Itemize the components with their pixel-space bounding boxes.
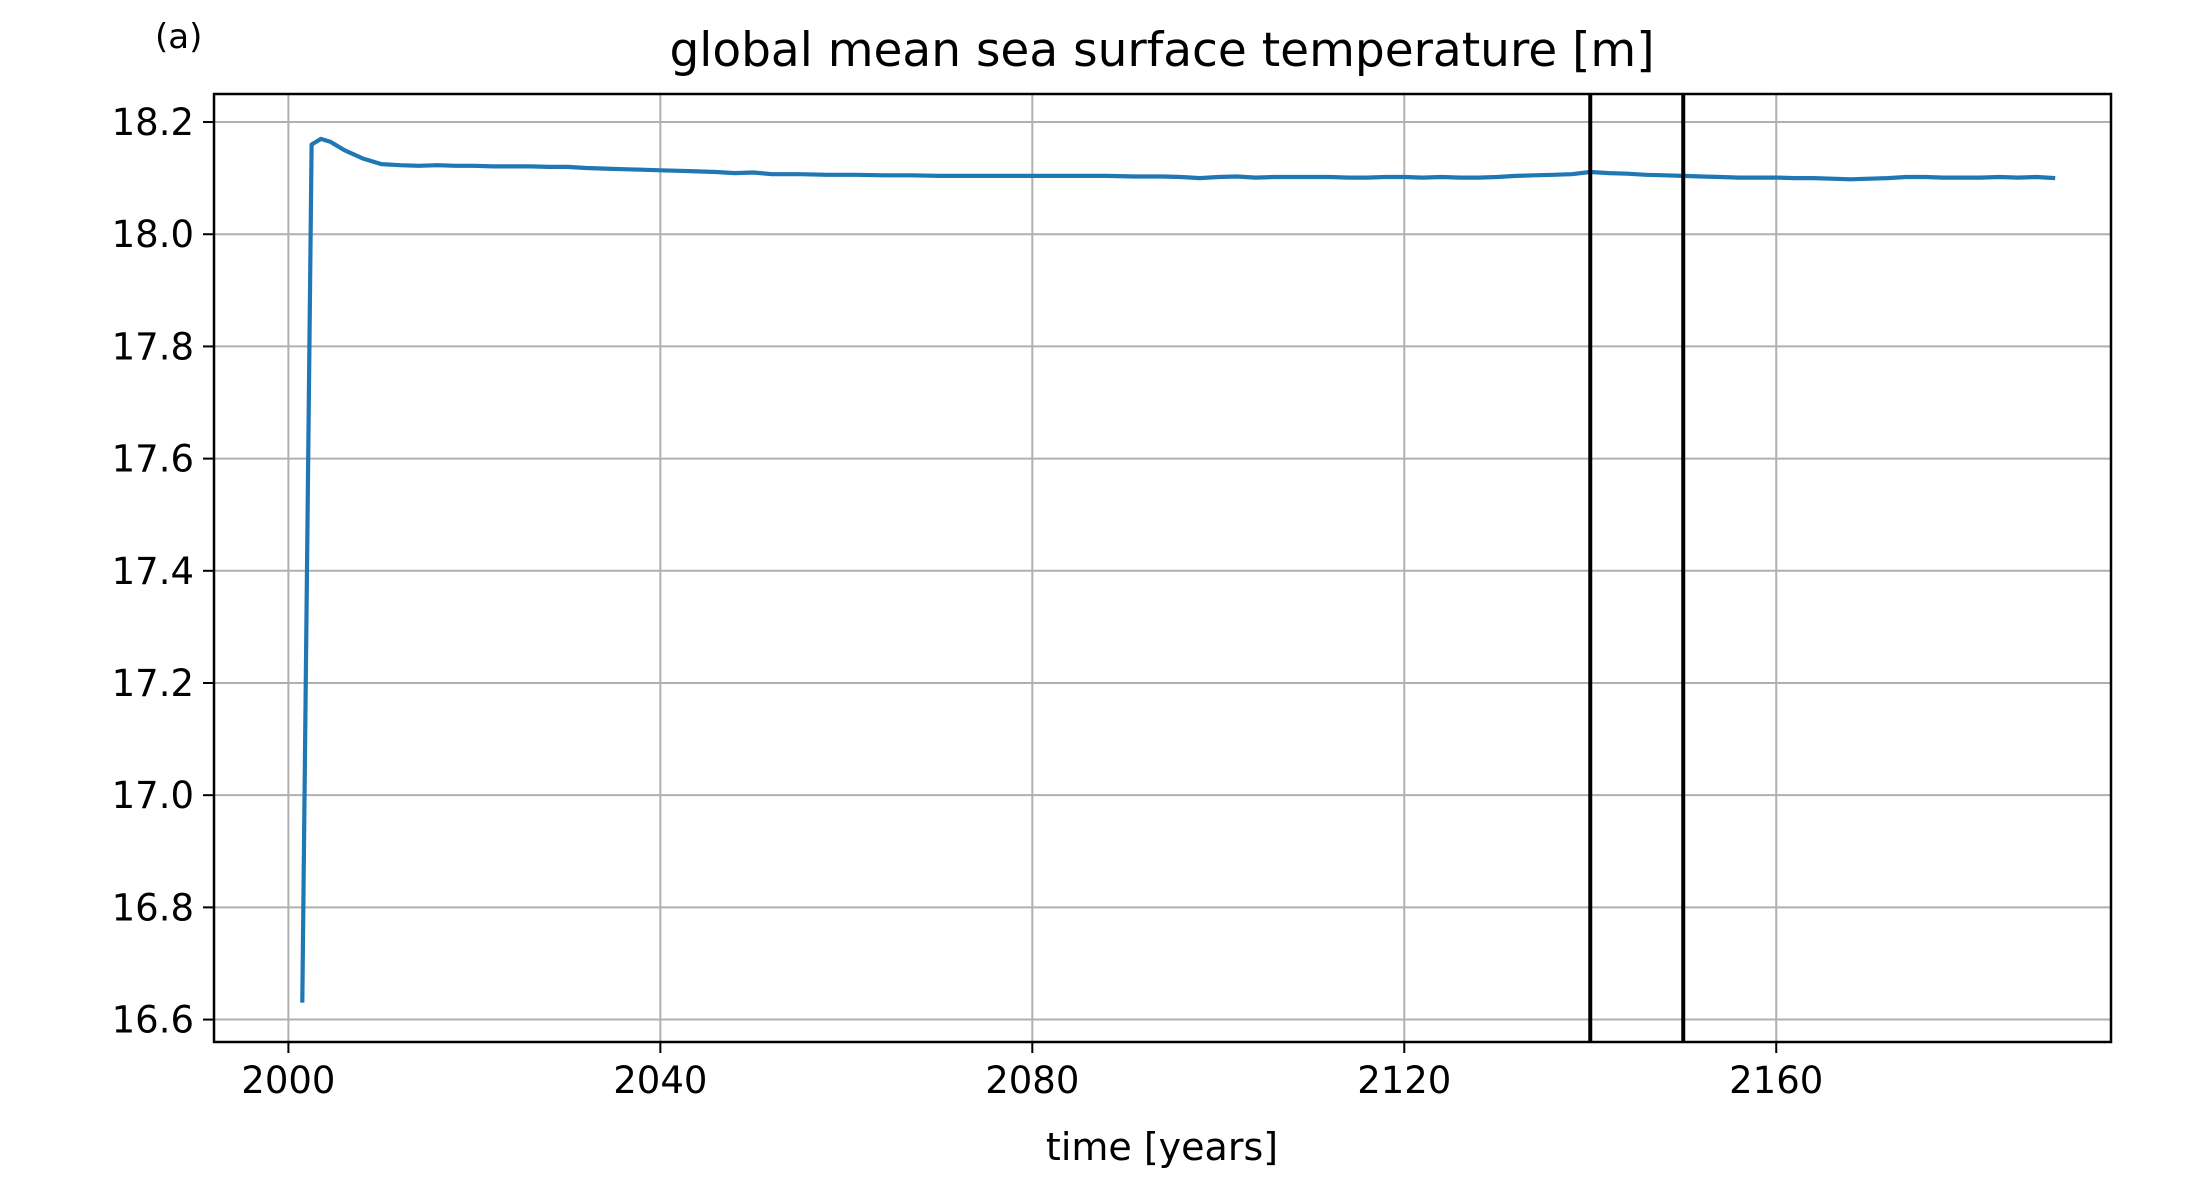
y-tick-label: 17.0: [112, 774, 194, 817]
x-tick-label: 2160: [1729, 1059, 1823, 1102]
x-tick-label: 2040: [613, 1059, 707, 1102]
series-layer: [300, 136, 2056, 1003]
x-tick-label: 2080: [985, 1059, 1079, 1102]
x-tick-label: 2120: [1357, 1059, 1451, 1102]
x-axis-ticks: 2000 2040 2080 2120 2160: [241, 1042, 1823, 1102]
y-axis-ticks: 16.6 16.8 17.0 17.2 17.4 17.6 17.8 18.0 18.2: [112, 101, 214, 1042]
y-tick-label: 16.6: [112, 999, 194, 1042]
grid-lines: [214, 94, 2111, 1042]
y-tick-label: 17.2: [112, 662, 194, 705]
x-tick-label: 2000: [241, 1059, 335, 1102]
chart-title: global mean sea surface temperature [m]: [669, 23, 1654, 78]
y-tick-label: 17.6: [112, 438, 194, 481]
panel-label: (a): [155, 17, 202, 57]
y-tick-label: 16.8: [112, 886, 194, 929]
x-axis-label: time [years]: [1046, 1125, 1278, 1169]
series-line: [300, 136, 2056, 1003]
y-tick-label: 18.2: [112, 101, 194, 144]
y-tick-label: 17.8: [112, 325, 194, 368]
plot-frame: [212, 92, 2113, 1044]
vertical-markers: [1588, 94, 1686, 1042]
y-tick-label: 18.0: [112, 213, 194, 256]
y-tick-label: 17.4: [112, 550, 194, 593]
